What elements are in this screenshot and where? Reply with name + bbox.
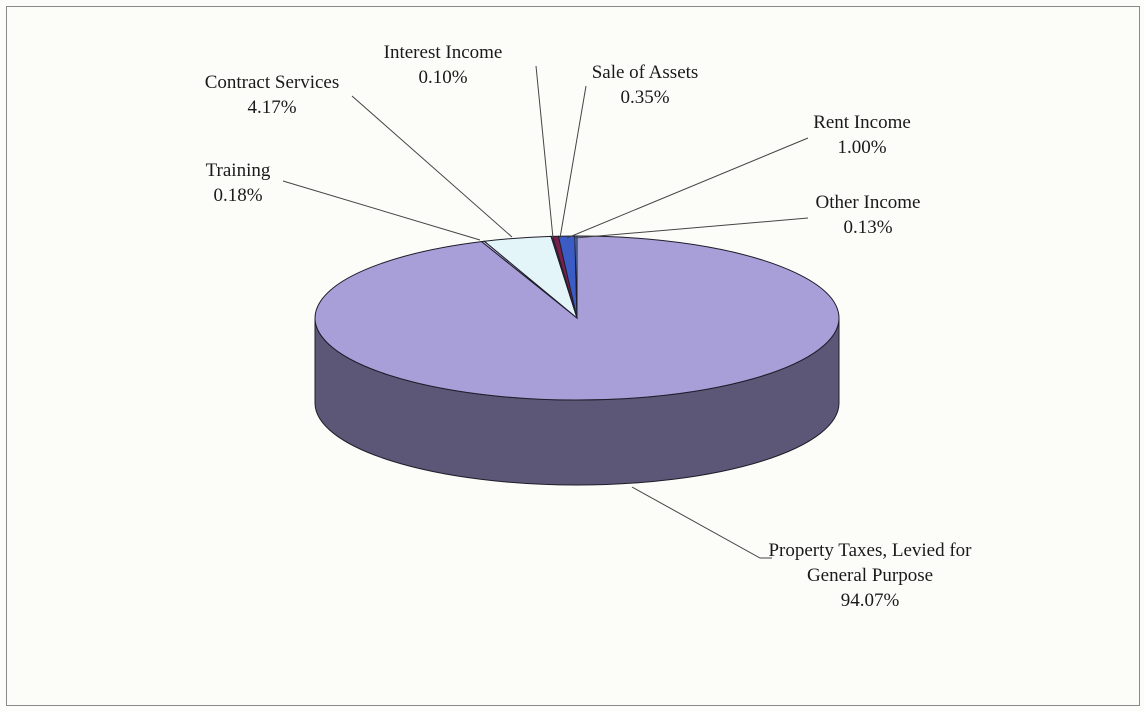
leader-line bbox=[566, 137, 809, 239]
chart-border bbox=[6, 6, 1140, 706]
slice-name: Rent Income bbox=[813, 112, 911, 133]
slice-name: Training bbox=[205, 160, 271, 181]
pie-slice bbox=[574, 235, 578, 319]
slice-name: Interest Income bbox=[383, 42, 503, 63]
slice-name: Contract Services bbox=[204, 72, 340, 93]
slice-name: Other Income bbox=[815, 192, 921, 213]
slice-label: Interest Income 0.10% bbox=[363, 40, 523, 90]
slice-name: Property Taxes, Levied for General Purpo… bbox=[768, 540, 972, 586]
slice-value: 1.00% bbox=[837, 137, 887, 158]
slice-value: 0.18% bbox=[213, 185, 263, 206]
leader-line bbox=[351, 95, 513, 238]
leader-line bbox=[282, 180, 481, 241]
slice-value: 4.17% bbox=[247, 97, 297, 118]
slice-label: Contract Services 4.17% bbox=[182, 70, 362, 120]
leader-line bbox=[574, 217, 809, 239]
slice-label: Training 0.18% bbox=[178, 158, 298, 208]
leader-line bbox=[631, 486, 772, 559]
slice-label: Property Taxes, Levied for General Purpo… bbox=[765, 538, 975, 613]
slice-label: Sale of Assets 0.35% bbox=[565, 60, 725, 110]
leader-line bbox=[559, 85, 587, 239]
leader-line bbox=[535, 65, 554, 239]
slice-value: 0.35% bbox=[620, 87, 670, 108]
slice-value: 0.13% bbox=[843, 217, 893, 238]
slice-value: 94.07% bbox=[840, 590, 900, 611]
slice-value: 0.10% bbox=[418, 67, 468, 88]
slice-name: Sale of Assets bbox=[591, 62, 699, 83]
slice-label: Rent Income 1.00% bbox=[792, 110, 932, 160]
slice-label: Other Income 0.13% bbox=[793, 190, 943, 240]
